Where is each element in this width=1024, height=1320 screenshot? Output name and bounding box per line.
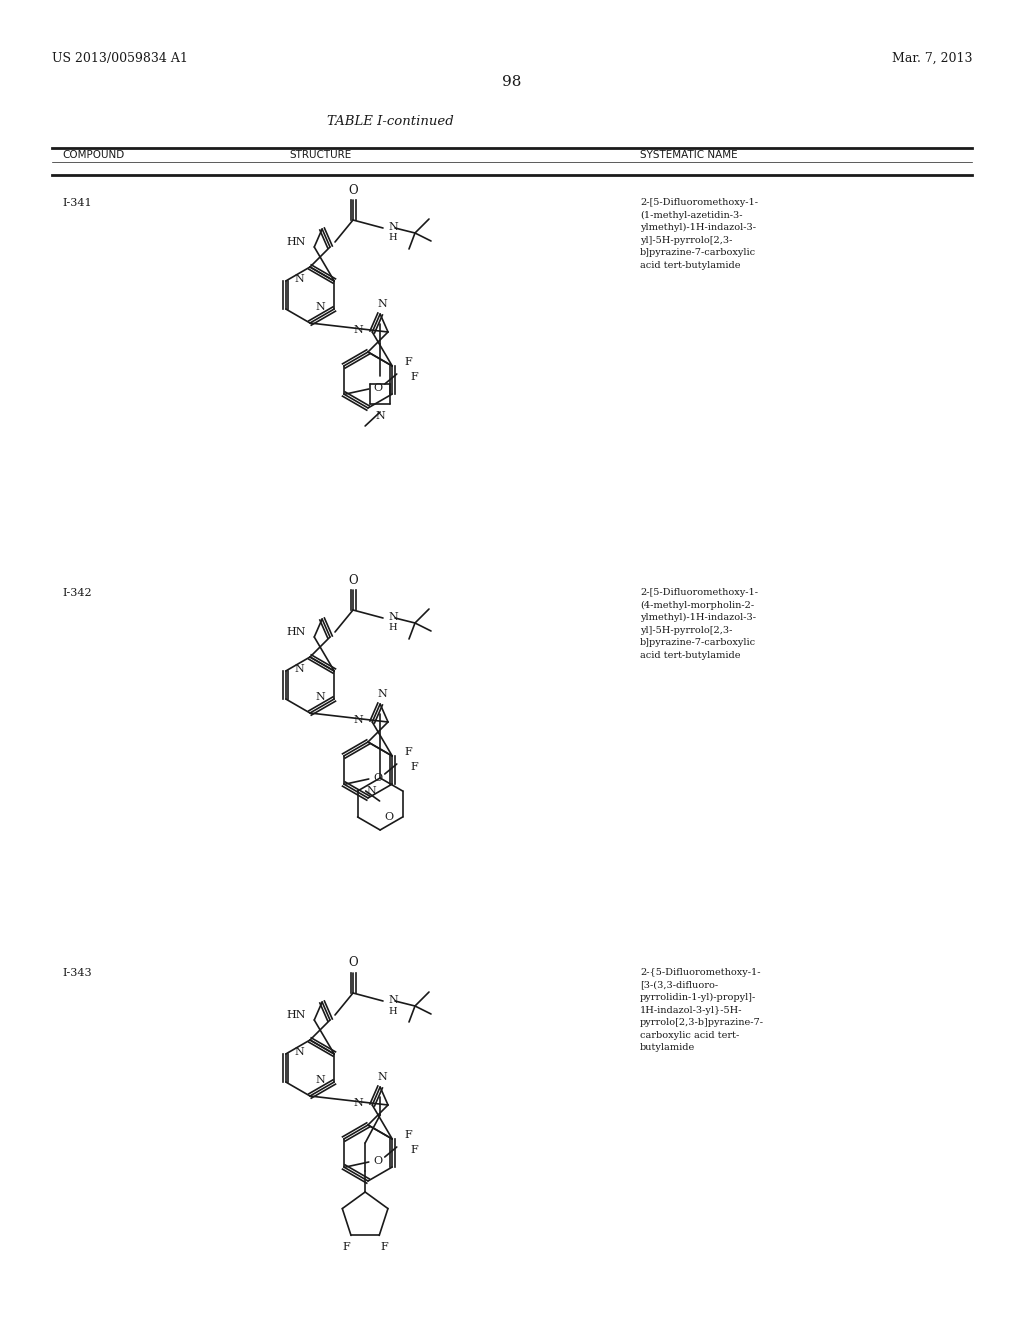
Text: O: O <box>348 183 357 197</box>
Text: N: N <box>388 612 397 622</box>
Text: F: F <box>404 747 413 756</box>
Text: O: O <box>348 957 357 969</box>
Text: N: N <box>353 715 364 725</box>
Text: COMPOUND: COMPOUND <box>62 150 124 160</box>
Text: O: O <box>348 573 357 586</box>
Text: N: N <box>295 275 304 284</box>
Text: HN: HN <box>287 627 306 638</box>
Text: I-341: I-341 <box>62 198 91 209</box>
Text: O: O <box>373 383 382 393</box>
Text: N: N <box>375 411 385 421</box>
Text: 2-{5-Difluoromethoxy-1-
[3-(3,3-difluoro-
pyrrolidin-1-yl)-propyl]-
1H-indazol-3: 2-{5-Difluoromethoxy-1- [3-(3,3-difluoro… <box>640 968 764 1052</box>
Text: N: N <box>377 300 387 309</box>
Text: H: H <box>388 623 396 632</box>
Text: HN: HN <box>287 1010 306 1020</box>
Text: H: H <box>388 1006 396 1015</box>
Text: TABLE I-continued: TABLE I-continued <box>327 115 454 128</box>
Text: I-343: I-343 <box>62 968 91 978</box>
Text: N: N <box>315 692 326 702</box>
Text: STRUCTURE: STRUCTURE <box>289 150 351 160</box>
Text: N: N <box>353 1098 364 1107</box>
Text: N: N <box>315 1074 326 1085</box>
Text: N: N <box>377 1072 387 1082</box>
Text: 98: 98 <box>503 75 521 88</box>
Text: N: N <box>315 302 326 312</box>
Text: I-342: I-342 <box>62 587 91 598</box>
Text: N: N <box>295 664 304 675</box>
Text: N: N <box>388 222 397 232</box>
Text: O: O <box>384 812 393 822</box>
Text: N: N <box>367 785 377 796</box>
Text: H: H <box>388 234 396 243</box>
Text: SYSTEMATIC NAME: SYSTEMATIC NAME <box>640 150 737 160</box>
Text: F: F <box>380 1242 388 1253</box>
Text: F: F <box>411 762 419 772</box>
Text: F: F <box>404 1130 413 1140</box>
Text: F: F <box>342 1242 350 1253</box>
Text: N: N <box>295 1047 304 1057</box>
Text: F: F <box>404 356 413 367</box>
Text: HN: HN <box>287 238 306 247</box>
Text: N: N <box>388 995 397 1005</box>
Text: 2-[5-Difluoromethoxy-1-
(4-methyl-morpholin-2-
ylmethyl)-1H-indazol-3-
yl]-5H-py: 2-[5-Difluoromethoxy-1- (4-methyl-morpho… <box>640 587 758 660</box>
Text: F: F <box>411 372 419 381</box>
Text: N: N <box>377 689 387 700</box>
Text: 2-[5-Difluoromethoxy-1-
(1-methyl-azetidin-3-
ylmethyl)-1H-indazol-3-
yl]-5H-pyr: 2-[5-Difluoromethoxy-1- (1-methyl-azetid… <box>640 198 758 269</box>
Text: O: O <box>373 1156 382 1166</box>
Text: F: F <box>411 1144 419 1155</box>
Text: Mar. 7, 2013: Mar. 7, 2013 <box>892 51 972 65</box>
Text: N: N <box>353 325 364 335</box>
Text: O: O <box>373 774 382 783</box>
Text: US 2013/0059834 A1: US 2013/0059834 A1 <box>52 51 187 65</box>
